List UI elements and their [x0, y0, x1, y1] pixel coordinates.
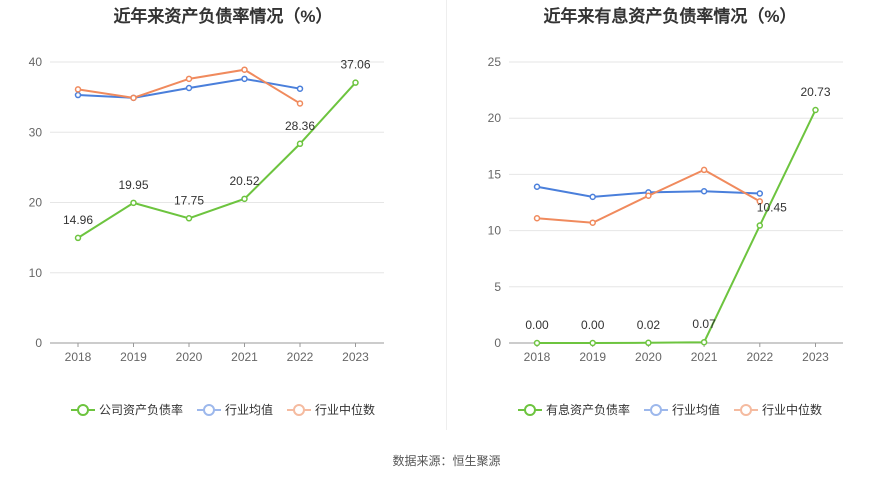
legend-marker-icon: [517, 403, 542, 416]
data-point[interactable]: [296, 140, 304, 148]
data-point[interactable]: [130, 199, 137, 207]
data-label: 0.02: [637, 318, 661, 332]
data-label: 37.06: [340, 58, 370, 72]
data-label: 28.36: [285, 119, 315, 133]
data-point[interactable]: [185, 84, 193, 92]
data-label: 0.00: [581, 318, 605, 332]
legend-label: 有息资产负债率: [545, 403, 630, 417]
x-tick-label: 2022: [746, 350, 773, 364]
panel-divider: [446, 0, 447, 430]
legend-label: 行业中位数: [315, 403, 376, 417]
series-line: [537, 109, 817, 344]
x-tick-label: 2021: [231, 350, 258, 364]
chart-panel-left: 近年来资产负债率情况（%） 0 10 20 30 40 2018 2019 2020 2021 2…: [0, 0, 446, 440]
data-label: 14.96: [63, 213, 93, 227]
y-tick-label: 10: [29, 266, 43, 280]
data-label: 0.07: [692, 317, 716, 331]
legend-label: 行业均值: [671, 403, 720, 417]
data-point[interactable]: [241, 66, 248, 73]
y-tick-label: 0: [494, 336, 501, 350]
data-point[interactable]: [533, 183, 541, 191]
data-point[interactable]: [812, 106, 819, 114]
data-point[interactable]: [185, 215, 193, 222]
data-point[interactable]: [589, 339, 596, 347]
data-point[interactable]: [700, 166, 708, 174]
data-point[interactable]: [589, 219, 596, 226]
data-point[interactable]: [130, 94, 137, 102]
legend-label: 公司资产负债率: [98, 403, 183, 417]
y-tick-label: 15: [488, 167, 502, 181]
data-label: 10.45: [757, 201, 787, 215]
data-label: 0.00: [525, 318, 549, 332]
y-tick-label: 0: [35, 336, 42, 350]
chart-title-right: 近年来有息资产负债率情况（%）: [543, 7, 797, 26]
data-point[interactable]: [756, 190, 764, 197]
x-tick-label: 2023: [342, 350, 369, 364]
data-point[interactable]: [241, 195, 248, 203]
y-tick-label: 5: [494, 280, 501, 294]
data-point[interactable]: [589, 193, 596, 201]
data-point[interactable]: [645, 192, 652, 200]
data-point[interactable]: [352, 79, 359, 86]
y-tick-label: 25: [488, 55, 502, 69]
legend-item-industry-mean[interactable]: 行业均值: [643, 401, 720, 418]
data-point[interactable]: [74, 234, 82, 242]
y-tick-label: 20: [29, 196, 43, 210]
legend-item-industry-mean[interactable]: 行业均值: [196, 401, 273, 418]
legend-marker-icon: [734, 403, 758, 416]
series-line: [77, 81, 357, 239]
data-label: 20.73: [800, 85, 830, 99]
data-point[interactable]: [756, 222, 764, 229]
data-point[interactable]: [74, 91, 82, 99]
legend-marker-icon: [196, 403, 221, 416]
data-label: 20.52: [229, 174, 259, 188]
data-label: 17.75: [174, 193, 204, 207]
data-point[interactable]: [700, 338, 708, 346]
chart-title-left: 近年来资产负债率情况（%）: [113, 7, 333, 26]
chart-panel-right: 近年来有息资产负债率情况（%） 0 5 10 15 20 25 2018 2019 2020 20…: [447, 0, 893, 440]
y-tick-label: 20: [488, 111, 502, 125]
legend-right: 有息资产负债率 行业均值 行业中位数: [447, 401, 893, 418]
x-tick-label: 2020: [635, 350, 662, 364]
legend-label: 行业中位数: [762, 403, 823, 417]
legend-marker-icon: [287, 403, 311, 416]
legend-label: 行业均值: [224, 403, 273, 417]
source-note: 数据来源：恒生聚源: [392, 454, 501, 468]
data-point[interactable]: [533, 339, 541, 347]
legend-item-industry-median[interactable]: 行业中位数: [734, 401, 822, 418]
data-point[interactable]: [700, 188, 708, 195]
data-point[interactable]: [241, 75, 248, 83]
plot-right: 0 5 10 15 20 25 2018 2019 2020 2021 2022 2023 0.00 0.…: [488, 55, 843, 364]
y-tick-label: 40: [29, 55, 43, 69]
x-tick-label: 2018: [524, 350, 551, 364]
legend-marker-icon: [643, 403, 668, 416]
plot-left: 0 10 20 30 40 2018 2019 2020 2021 2022 2023 14.96 19…: [29, 55, 384, 364]
data-point[interactable]: [185, 75, 193, 83]
y-tick-label: 10: [488, 224, 502, 238]
x-tick-label: 2018: [65, 350, 92, 364]
data-point[interactable]: [296, 100, 304, 107]
legend-left: 公司资产负债率 行业均值 行业中位数: [0, 401, 446, 418]
x-tick-label: 2019: [120, 350, 147, 364]
x-tick-label: 2019: [579, 350, 606, 364]
x-tick-label: 2021: [691, 350, 718, 364]
legend-marker-icon: [70, 403, 95, 416]
data-label: 19.95: [118, 178, 148, 192]
x-tick-label: 2022: [287, 350, 314, 364]
y-tick-label: 30: [29, 125, 43, 139]
legend-item-company-debt-ratio[interactable]: 公司资产负债率: [70, 401, 183, 418]
data-point[interactable]: [74, 86, 82, 93]
data-point[interactable]: [296, 85, 304, 92]
legend-item-interest-debt-ratio[interactable]: 有息资产负债率: [517, 401, 630, 418]
x-tick-label: 2023: [802, 350, 829, 364]
data-point[interactable]: [756, 198, 764, 205]
x-tick-label: 2020: [176, 350, 203, 364]
legend-item-industry-median[interactable]: 行业中位数: [287, 401, 375, 418]
data-point[interactable]: [645, 339, 652, 347]
data-point[interactable]: [533, 214, 541, 222]
